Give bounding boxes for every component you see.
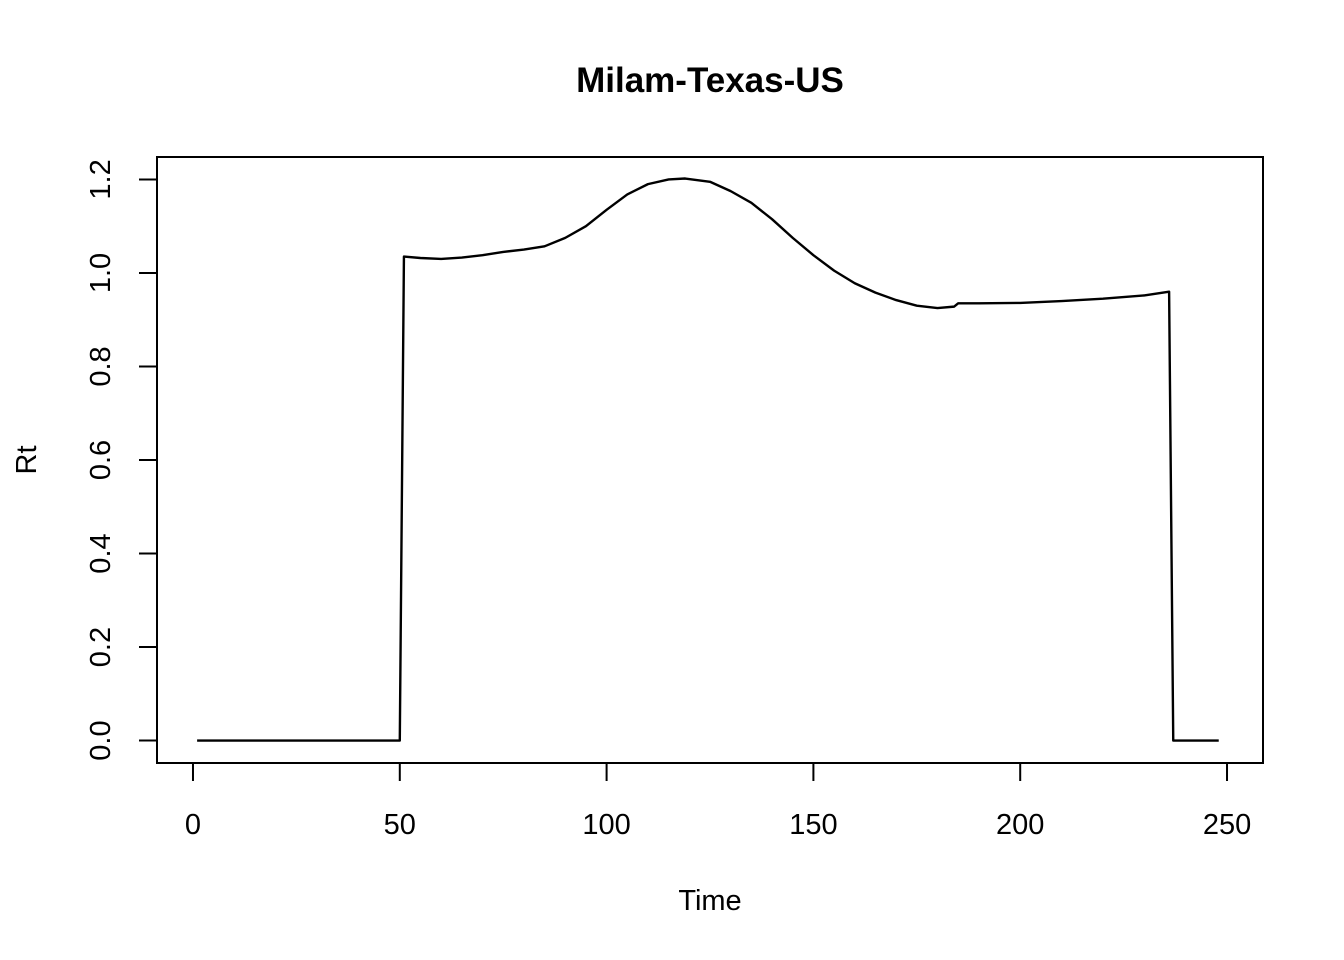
y-tick-label: 0.8 [85, 346, 117, 386]
x-tick-label: 150 [789, 809, 837, 841]
y-tick-label: 0.2 [85, 627, 117, 667]
x-tick-label: 50 [384, 809, 416, 841]
y-tick-label: 0.6 [85, 440, 117, 480]
rt-series-line [197, 177, 1219, 742]
y-tick-label: 0.0 [85, 720, 117, 760]
plot-frame [156, 156, 1264, 764]
x-tick-label: 100 [582, 809, 630, 841]
x-axis-label: Time [678, 885, 741, 917]
x-tick-label: 200 [996, 809, 1044, 841]
x-tick-label: 0 [185, 809, 201, 841]
chart-title: Milam-Texas-US [576, 61, 844, 100]
x-tick-label: 250 [1203, 809, 1251, 841]
y-axis: 0.0 0.2 0.4 0.6 0.8 1.0 1.2 [85, 159, 158, 761]
y-axis-label: Rt [11, 446, 43, 475]
y-tick-label: 1.0 [85, 253, 117, 293]
y-tick-label: 0.4 [85, 533, 117, 573]
y-tick-label: 1.2 [85, 159, 117, 199]
x-axis: 0 50 100 150 200 250 [185, 762, 1251, 841]
